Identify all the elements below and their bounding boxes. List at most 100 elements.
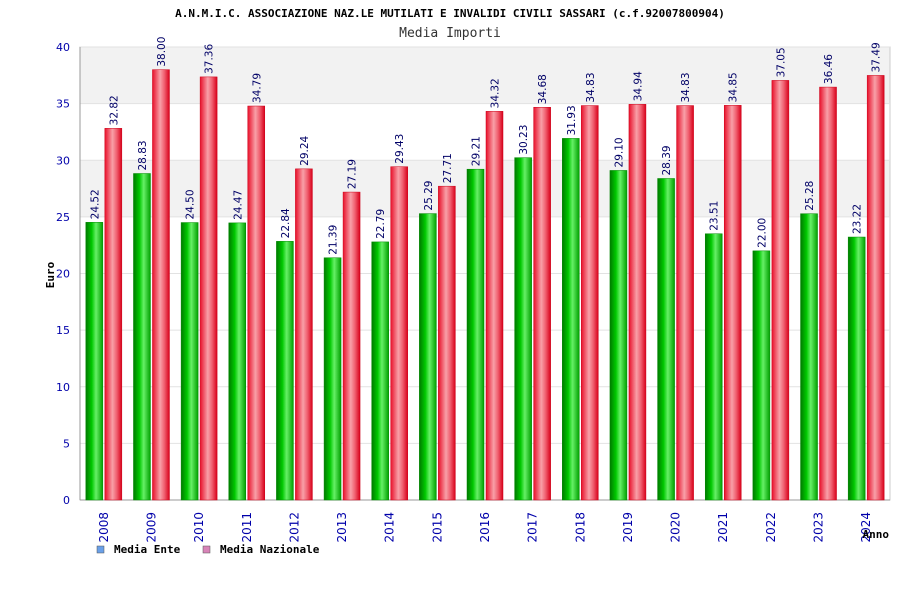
x-tick-label: 2014 [383, 512, 397, 543]
x-tick-label: 2013 [335, 512, 349, 543]
legend-swatch [96, 545, 105, 554]
value-label: 22.00 [756, 218, 768, 248]
value-label: 37.05 [775, 47, 787, 77]
bar-media-ente [180, 222, 199, 501]
x-tick-label: 2018 [573, 512, 587, 543]
bar-media-ente [609, 170, 628, 501]
bar-media-ente [752, 250, 771, 501]
legend-label: Media Ente [114, 543, 181, 556]
bar-media-ente [228, 222, 247, 501]
bar-media-ente [847, 236, 866, 501]
bar-media-ente [514, 157, 532, 501]
bar-media-nazionale [342, 191, 361, 501]
value-label: 27.71 [442, 153, 454, 183]
x-tick-label: 2021 [716, 512, 730, 543]
y-tick-label: 5 [63, 437, 70, 450]
value-labels: 24.52 32.82 28.83 38.00 24.50 37.36 24.47 34.79… [89, 37, 882, 255]
bar-media-nazionale [295, 168, 313, 501]
x-tick-label: 2024 [859, 512, 873, 543]
value-label: 24.47 [232, 190, 244, 220]
value-label: 38.00 [156, 37, 168, 67]
chart-subtitle: Media Importi [399, 26, 501, 41]
value-label: 24.50 [185, 189, 197, 219]
x-tick-label: 2008 [97, 512, 111, 543]
y-axis-label: Euro [44, 261, 57, 288]
x-tick-label: 2016 [478, 512, 492, 543]
bar-media-nazionale [533, 106, 551, 501]
value-label: 23.51 [709, 201, 721, 231]
bars [85, 69, 885, 501]
x-axis-ticks: 2008 2009 2010 2011 2012 2013 2014 2015 2016 2017… [97, 512, 873, 543]
value-label: 34.94 [632, 71, 644, 101]
legend-label: Media Nazionale [220, 543, 320, 556]
value-label: 22.84 [280, 208, 292, 238]
value-label: 36.46 [823, 54, 835, 84]
bar-media-nazionale [819, 86, 837, 501]
value-label: 34.32 [490, 78, 502, 108]
bar-media-nazionale [438, 185, 456, 501]
bar-media-nazionale [628, 104, 647, 501]
x-tick-label: 2012 [287, 512, 301, 543]
value-label: 34.79 [251, 73, 263, 103]
bar-media-ente [466, 168, 485, 501]
bar-media-nazionale [247, 105, 266, 501]
bar-media-nazionale [104, 128, 123, 501]
value-label: 29.43 [394, 134, 406, 164]
x-tick-label: 2017 [526, 512, 540, 543]
bar-media-nazionale [723, 105, 742, 501]
y-tick-label: 15 [56, 324, 70, 337]
bar-media-ente [562, 138, 580, 501]
value-label: 37.49 [871, 42, 883, 72]
value-label: 31.93 [566, 105, 578, 135]
value-label: 30.23 [518, 125, 530, 155]
bar-media-ente [133, 173, 151, 501]
bar-media-nazionale [199, 76, 218, 501]
value-label: 34.83 [680, 72, 692, 102]
y-tick-label: 10 [56, 381, 70, 394]
bar-media-nazionale [485, 111, 504, 501]
bar-media-nazionale [390, 166, 408, 501]
bar-media-ente [85, 222, 104, 501]
y-axis-ticks: 0 5 10 15 20 25 30 35 40 [56, 41, 70, 507]
bar-media-ente [704, 233, 723, 501]
x-tick-label: 2009 [144, 512, 158, 543]
value-label: 29.10 [613, 137, 625, 167]
value-label: 23.22 [852, 204, 864, 234]
value-label: 21.39 [328, 225, 340, 255]
bar-media-ente [323, 257, 342, 501]
bar-media-ente [276, 241, 294, 501]
value-label: 29.24 [299, 135, 311, 165]
value-label: 34.83 [585, 72, 597, 102]
bar-media-ente [800, 213, 818, 501]
value-label: 32.82 [108, 95, 120, 125]
legend: Media Ente Media Nazionale [96, 543, 320, 556]
bar-media-nazionale [676, 105, 694, 501]
x-tick-label: 2011 [240, 512, 254, 543]
value-label: 24.52 [89, 189, 101, 219]
x-axis-label: Anno [863, 528, 890, 541]
x-tick-label: 2023 [812, 512, 826, 543]
value-label: 37.36 [204, 44, 216, 74]
bar-media-nazionale [581, 105, 599, 501]
x-tick-label: 2015 [430, 512, 444, 543]
y-tick-label: 40 [56, 41, 70, 54]
bar-media-nazionale [771, 80, 790, 501]
y-tick-label: 30 [56, 154, 70, 167]
x-tick-label: 2010 [192, 512, 206, 543]
chart-title: A.N.M.I.C. ASSOCIAZIONE NAZ.LE MUTILATI … [175, 7, 725, 20]
value-label: 29.21 [471, 136, 483, 166]
x-tick-label: 2020 [669, 512, 683, 543]
bar-media-ente [371, 241, 389, 501]
value-label: 28.83 [137, 140, 149, 170]
value-label: 34.85 [728, 72, 740, 102]
value-label: 28.39 [661, 145, 673, 175]
bar-media-ente [419, 213, 437, 501]
value-label: 27.19 [347, 159, 359, 189]
bar-media-nazionale [152, 69, 170, 501]
value-label: 25.29 [423, 181, 435, 211]
value-label: 34.68 [537, 74, 549, 104]
value-label: 25.28 [804, 181, 816, 211]
value-label: 22.79 [375, 209, 387, 239]
x-tick-label: 2019 [621, 512, 635, 543]
